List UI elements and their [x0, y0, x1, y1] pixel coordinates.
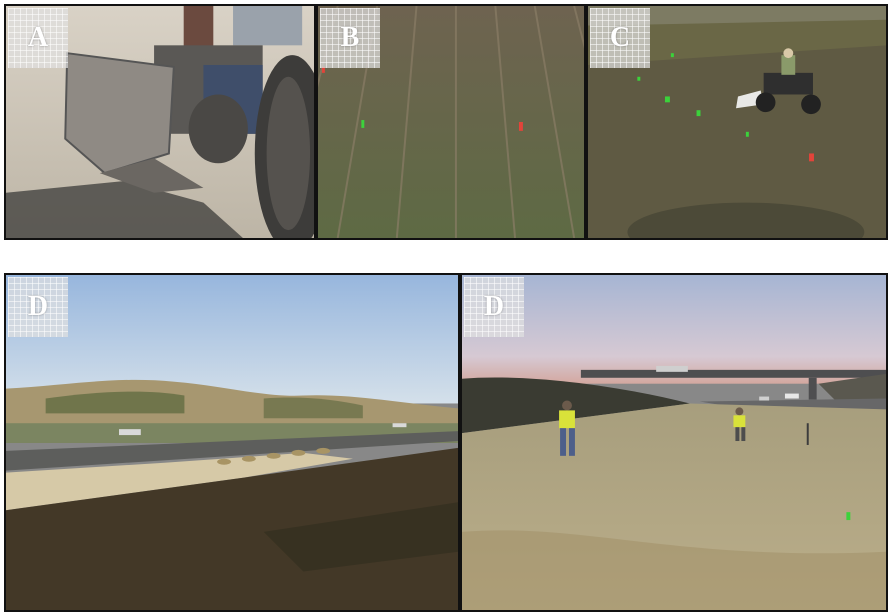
panel-label-c: C — [590, 8, 650, 68]
panel-label-d-right: D — [464, 277, 524, 337]
photo-panel-d-left: D — [4, 273, 460, 612]
tractor-seeder-photo — [6, 6, 314, 238]
photo-panel-a: A — [4, 4, 316, 240]
photo-panel-d-right: D — [460, 273, 888, 612]
atv-field-photo — [588, 6, 886, 238]
panel-label-b: B — [320, 8, 380, 68]
photo-panel-c: C — [586, 4, 888, 240]
median-workers-photo — [462, 275, 886, 610]
panel-label-d-left: D — [8, 277, 68, 337]
photo-panel-b: B — [316, 4, 586, 240]
hillside-highway-photo — [6, 275, 458, 610]
panel-label-a: A — [8, 8, 68, 68]
